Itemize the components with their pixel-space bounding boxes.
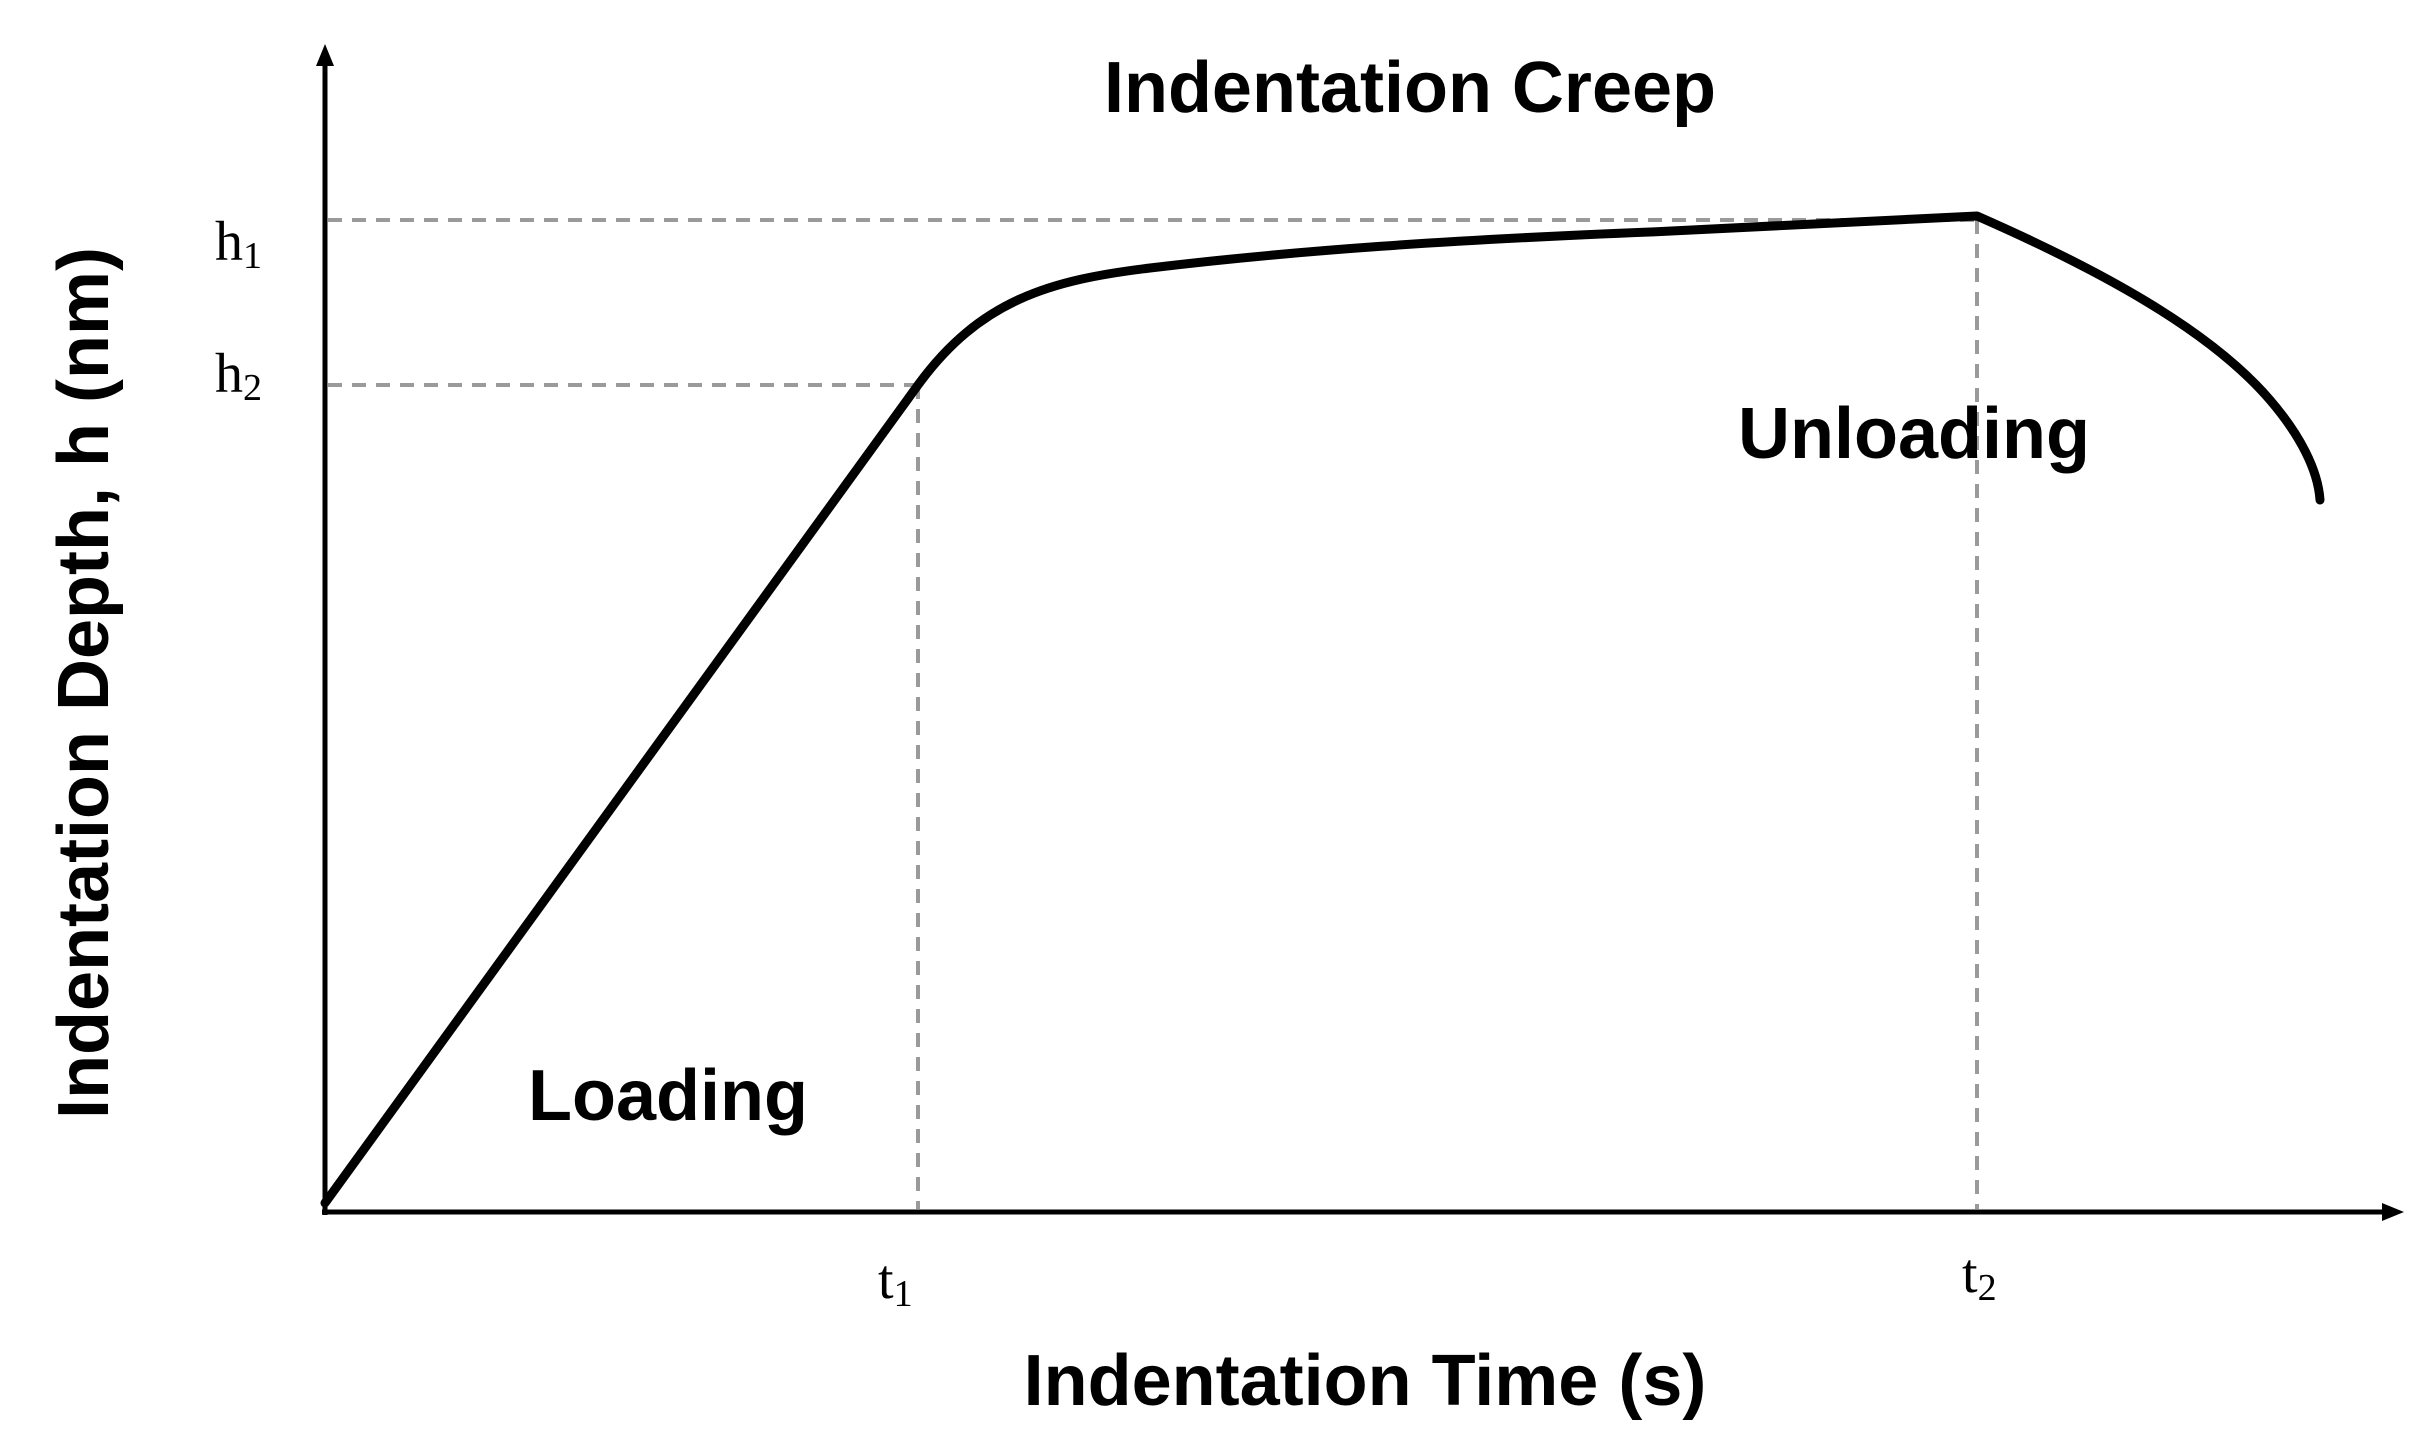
x-tick-t2-sub: 2 bbox=[1978, 1267, 1997, 1309]
y-axis-arrowhead bbox=[316, 44, 334, 66]
x-tick-t1-base: t bbox=[878, 1249, 894, 1311]
y-tick-label-h1: h1 bbox=[215, 211, 262, 277]
x-tick-label-t1: t1 bbox=[878, 1249, 913, 1315]
indentation-curve bbox=[320, 211, 2325, 1208]
chart-title: Indentation Creep bbox=[1104, 48, 1716, 128]
y-axis-label: Indentation Depth, h (nm) bbox=[44, 247, 124, 1119]
y-tick-label-h2: h2 bbox=[215, 343, 262, 409]
x-tick-label-t2: t2 bbox=[1962, 1243, 1997, 1309]
reference-lines bbox=[328, 218, 1979, 1209]
x-tick-t2-base: t bbox=[1962, 1243, 1978, 1305]
x-tick-t1-sub: 1 bbox=[894, 1273, 913, 1315]
loading-label: Loading bbox=[528, 1056, 808, 1136]
y-tick-h2-sub: 2 bbox=[243, 367, 262, 409]
x-axis-arrowhead bbox=[2382, 1203, 2404, 1221]
y-tick-h2-base: h bbox=[215, 343, 243, 405]
y-tick-h1-base: h bbox=[215, 211, 243, 273]
x-axis-label: Indentation Time (s) bbox=[1024, 1341, 1707, 1421]
axes bbox=[322, 58, 2388, 1215]
y-tick-h1-sub: 1 bbox=[243, 235, 262, 277]
unloading-label: Unloading bbox=[1738, 394, 2090, 474]
